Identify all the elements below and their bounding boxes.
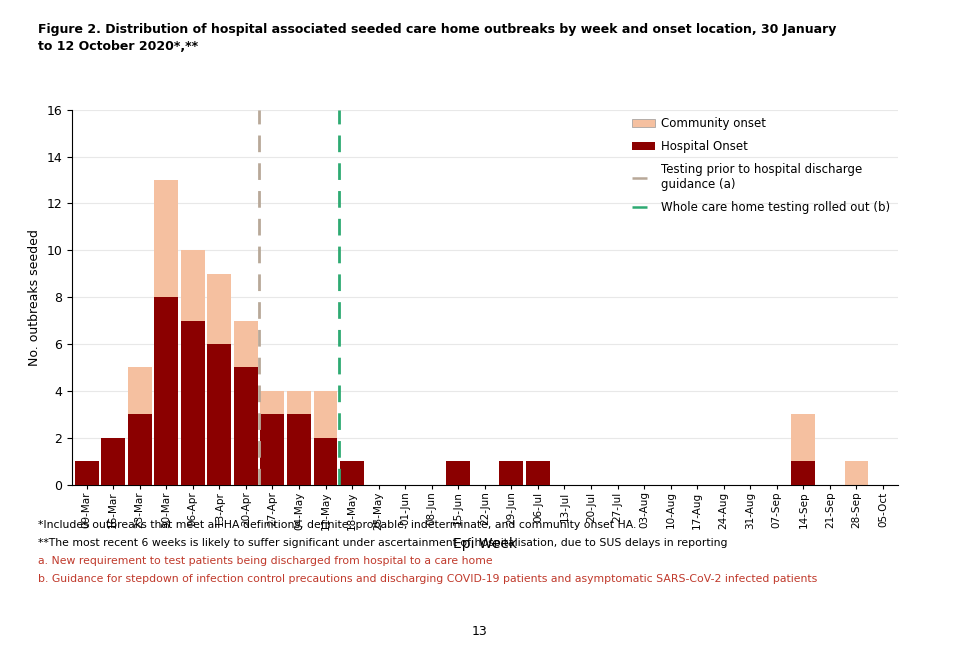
Bar [340,461,364,484]
Bar [287,391,311,484]
Bar [791,414,815,484]
Bar [207,344,231,484]
Text: b. Guidance for stepdown of infection control precautions and discharging COVID-: b. Guidance for stepdown of infection co… [38,574,818,584]
Bar [234,320,258,484]
Bar [314,391,338,484]
Bar [446,461,470,484]
Bar [75,461,99,484]
Bar [260,391,284,484]
Text: Figure 2. Distribution of hospital associated seeded care home outbreaks by week: Figure 2. Distribution of hospital assoc… [38,23,837,52]
Bar [180,320,204,484]
Bar [526,461,550,484]
Y-axis label: No. outbreaks seeded: No. outbreaks seeded [28,229,41,366]
Bar [234,368,258,484]
Text: 13: 13 [472,625,488,638]
Bar [791,461,815,484]
Legend: Community onset, Hospital Onset, Testing prior to hospital discharge
guidance (a: Community onset, Hospital Onset, Testing… [627,112,896,219]
Bar [526,461,550,484]
Bar [260,414,284,484]
X-axis label: Epi Week: Epi Week [453,537,516,551]
Bar [155,297,179,484]
Text: *Includes outbreaks that meet all HA definitions, definite, probable, indetermin: *Includes outbreaks that meet all HA def… [38,520,636,530]
Bar [101,438,125,484]
Bar [340,461,364,484]
Bar [499,461,523,484]
Bar [845,461,869,484]
Bar [75,461,99,484]
Bar [101,438,125,484]
Bar [499,461,523,484]
Bar [446,461,470,484]
Bar [287,414,311,484]
Bar [207,274,231,484]
Bar [128,368,152,484]
Text: a. New requirement to test patients being discharged from hospital to a care hom: a. New requirement to test patients bein… [38,556,493,566]
Text: **The most recent 6 weeks is likely to suffer significant under ascertainment of: **The most recent 6 weeks is likely to s… [38,538,728,548]
Bar [180,251,204,484]
Bar [128,414,152,484]
Bar [314,438,338,484]
Bar [155,180,179,484]
